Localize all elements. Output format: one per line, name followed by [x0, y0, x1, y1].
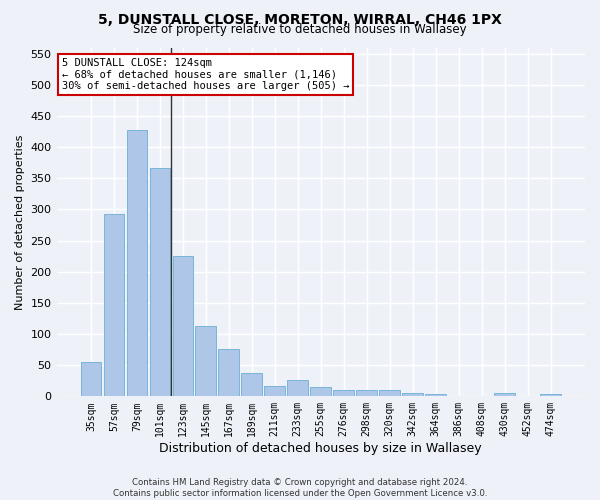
Bar [494, 392, 515, 396]
Bar [196, 326, 216, 396]
Bar [241, 372, 262, 396]
Bar [310, 387, 331, 396]
X-axis label: Distribution of detached houses by size in Wallasey: Distribution of detached houses by size … [160, 442, 482, 455]
Text: Contains HM Land Registry data © Crown copyright and database right 2024.
Contai: Contains HM Land Registry data © Crown c… [113, 478, 487, 498]
Bar [356, 390, 377, 396]
Bar [149, 168, 170, 396]
Bar [379, 390, 400, 396]
Bar [127, 130, 147, 396]
Bar [425, 394, 446, 396]
Text: 5 DUNSTALL CLOSE: 124sqm
← 68% of detached houses are smaller (1,146)
30% of sem: 5 DUNSTALL CLOSE: 124sqm ← 68% of detach… [62, 58, 349, 91]
Bar [173, 256, 193, 396]
Bar [287, 380, 308, 396]
Bar [334, 390, 354, 396]
Text: Size of property relative to detached houses in Wallasey: Size of property relative to detached ho… [133, 22, 467, 36]
Bar [403, 393, 423, 396]
Bar [218, 349, 239, 397]
Bar [265, 386, 285, 396]
Bar [540, 394, 561, 396]
Text: 5, DUNSTALL CLOSE, MORETON, WIRRAL, CH46 1PX: 5, DUNSTALL CLOSE, MORETON, WIRRAL, CH46… [98, 12, 502, 26]
Y-axis label: Number of detached properties: Number of detached properties [15, 134, 25, 310]
Bar [104, 214, 124, 396]
Bar [80, 362, 101, 396]
